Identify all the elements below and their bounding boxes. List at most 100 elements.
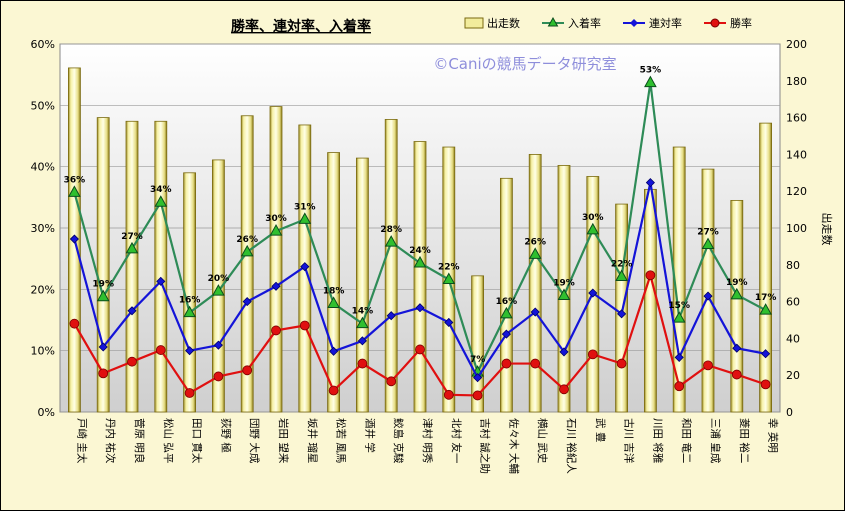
x-tick-label: 坂井 瑠星	[306, 418, 319, 463]
place-rate-point	[557, 288, 571, 300]
quinella-rate-point	[559, 347, 569, 357]
x-tick-label: 津村 明秀	[421, 418, 434, 464]
legend-label: 勝率	[730, 16, 752, 30]
place-rate-point	[384, 235, 398, 247]
quinella-rate-point	[357, 336, 367, 346]
place-rate-point	[356, 316, 369, 329]
x-tick-label: 鮫島 克駿	[392, 418, 405, 464]
quinella-rate-point	[213, 340, 223, 350]
quinella-rate-point	[415, 303, 425, 313]
y2-tick-label: 40	[786, 332, 800, 345]
x-tick-label: 川田 将雅	[651, 418, 664, 464]
quinella-rate-point	[69, 234, 79, 244]
x-tick-label: 古川 吉洋	[623, 418, 636, 464]
legend-label: 入着率	[568, 16, 601, 30]
chart-title: 勝率、連対率、入着率	[231, 18, 371, 35]
win-rate-point	[760, 379, 771, 390]
win-rate-point	[155, 345, 166, 355]
win-rate-point	[213, 371, 224, 382]
win-rate-point	[559, 384, 569, 395]
place-rate-point	[269, 224, 283, 236]
quinella-rate-point	[98, 342, 108, 352]
win-rate-point	[443, 389, 454, 400]
win-rate-point	[299, 320, 310, 331]
place-rate-point	[183, 305, 196, 318]
y2-tick-label: 0	[786, 406, 793, 419]
y2-tick-label: 140	[786, 148, 807, 161]
x-tick-label: 丹内 祐次	[104, 418, 117, 464]
legend-item: 出走数	[464, 16, 520, 30]
quinella-rate-point	[271, 281, 281, 291]
place-rate-point	[96, 289, 110, 302]
bar-starts	[240, 115, 254, 413]
quinella-rate-point	[645, 178, 655, 188]
bar-starts	[499, 177, 513, 413]
win-rate-point	[357, 358, 368, 369]
x-tick-label: 岩田 望来	[277, 418, 290, 464]
y-tick-label: 40%	[31, 161, 55, 174]
place-rate-point	[500, 306, 513, 319]
data-label: 53%	[640, 66, 662, 76]
x-tick-label: 幸 英明	[767, 418, 780, 453]
x-tick-label: 北村 友一	[450, 418, 463, 464]
data-label: 19%	[726, 278, 748, 288]
y2-tick-label: 100	[786, 222, 807, 235]
quinella-rate-point	[127, 306, 137, 316]
quinella-rate-point	[732, 343, 742, 353]
win-rate-point	[530, 358, 541, 369]
x-tick-label: 酒井 学	[363, 418, 376, 453]
place-rate-point	[644, 75, 657, 88]
bar-starts	[154, 120, 168, 413]
win-rate-point	[69, 318, 80, 329]
quinella-rate-point	[617, 309, 627, 319]
win-rate-point	[587, 349, 598, 360]
x-tick-label: 武 豊	[594, 418, 607, 442]
x-tick-label: 松若 風馬	[335, 418, 348, 463]
place-rate-point	[586, 222, 600, 235]
legend-label: 出走数	[487, 16, 520, 30]
quinella-rate-point	[242, 297, 252, 307]
y2-tick-label: 20	[786, 369, 800, 382]
quinella-rate-point	[703, 291, 713, 301]
x-tick-label: 三浦 皇成	[709, 418, 722, 464]
quinella-rate-point	[156, 276, 166, 286]
win-rate-point	[386, 376, 397, 387]
quinella-rate-point	[386, 311, 396, 321]
legend-item: 入着率	[542, 16, 601, 30]
data-labels: 36% 19% 27% 34% 16% 20% 26% 30% 31% 18% 14% 28% 24% 2…	[64, 66, 777, 365]
quinella-rate-point	[761, 349, 771, 359]
y2-tick-label: 80	[786, 259, 800, 272]
y-tick-label: 20%	[31, 283, 55, 296]
place-rate-point	[327, 296, 340, 308]
place-rate-point	[413, 255, 427, 268]
quinella-rate-point	[300, 262, 310, 272]
legend-swatch-bar	[464, 17, 484, 29]
place-rate-point	[298, 212, 312, 224]
bar-starts	[759, 122, 772, 413]
place-rate-point	[701, 237, 715, 250]
x-tick-label: 戸崎 圭太	[75, 418, 88, 464]
win-rate-point	[271, 325, 281, 336]
data-label: 36%	[64, 175, 86, 185]
data-label: 16%	[496, 297, 518, 307]
place-rate-point	[759, 303, 772, 315]
data-label: 27%	[697, 228, 719, 238]
y2-tick-label: 200	[786, 38, 807, 51]
win-rate-point	[616, 358, 627, 369]
x-tick-label: 団野 大成	[248, 418, 261, 464]
quinella-rate-point	[185, 346, 195, 356]
bar-starts	[384, 119, 398, 413]
data-label: 34%	[150, 185, 172, 195]
y-tick-label: 0%	[38, 406, 55, 419]
legend-marker	[547, 16, 559, 27]
x-tick-label: 佐々木 大輔	[507, 418, 520, 474]
data-label: 17%	[755, 293, 777, 303]
legend-item: 勝率	[704, 16, 752, 30]
y-tick-label: 30%	[31, 222, 55, 235]
x-tick-label: 松山 弘平	[162, 418, 175, 463]
place-rate-point	[615, 269, 628, 281]
bar-starts	[528, 153, 542, 413]
data-label: 31%	[294, 202, 316, 212]
quinella-rate-point	[588, 288, 598, 298]
